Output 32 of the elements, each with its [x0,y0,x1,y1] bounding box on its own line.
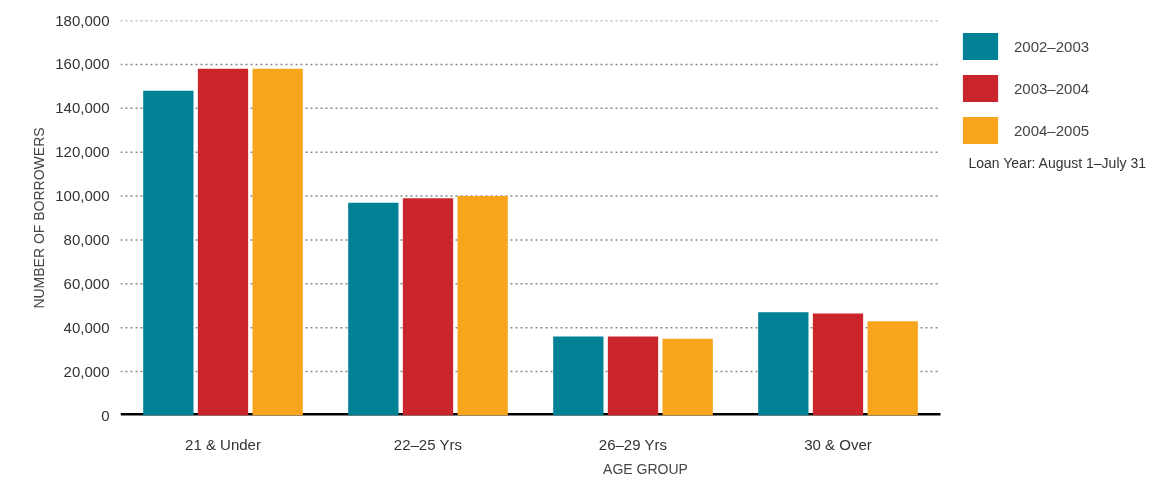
bar [143,90,194,416]
y-tick-label: 120,000 [55,143,110,161]
y-tick-label: 40,000 [63,318,110,336]
y-tick-label: 140,000 [55,99,110,117]
text: Loan Year: August 1–July 31 [968,154,1147,171]
legend-label: 2002–2003 [1014,37,1090,55]
bar [553,336,604,416]
bar [758,312,809,416]
bar [812,313,864,416]
y-tick-label: 100,000 [55,187,110,205]
x-axis-title: AGE GROUP [603,460,688,477]
y-axis-title: NUMBER OF BORROWERS [31,127,48,309]
x-tick-label: 30 & Over [804,435,872,453]
y-tick-label: 160,000 [55,55,110,73]
bar [607,336,659,416]
legend-label: 2003–2004 [1014,79,1090,97]
y-tick-label: 180,000 [55,11,110,29]
bar [252,68,303,416]
y-tick-label: 80,000 [63,230,110,248]
bar [402,198,454,416]
x-tick-label: 22–25 Yrs [393,435,462,453]
bar [867,321,918,416]
y-tick-label: 60,000 [63,274,110,292]
x-tick-label: 26–29 Yrs [598,435,667,453]
y-tick-label: 0 [101,406,110,424]
x-tick-label: 21 & Under [185,435,261,453]
bar [348,202,399,416]
bar [197,68,249,416]
legend-label: 2004–2005 [1014,121,1090,139]
y-tick-label: 20,000 [63,362,110,380]
bar [457,196,508,416]
bar [662,338,713,416]
